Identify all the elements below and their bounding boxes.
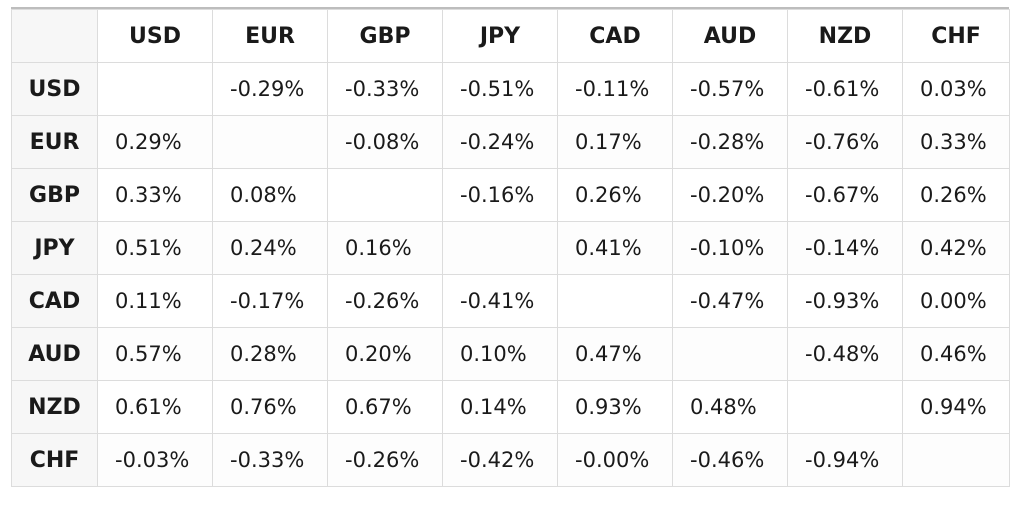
table-cell: -0.26%: [327, 433, 443, 487]
row-header: CHF: [11, 433, 98, 487]
table-cell: 0.14%: [442, 380, 558, 434]
column-header: NZD: [787, 9, 903, 63]
column-header: GBP: [327, 9, 443, 63]
table-cell: -0.67%: [787, 168, 903, 222]
table-row: EUR 0.29% -0.08% -0.24% 0.17% -0.28% -0.…: [11, 115, 1010, 169]
table-cell: -0.16%: [442, 168, 558, 222]
table-cell: -0.41%: [442, 274, 558, 328]
table-cell: -0.10%: [672, 221, 788, 275]
currency-change-table: USD EUR GBP JPY CAD AUD NZD CHF USD -0.2…: [11, 9, 1010, 487]
column-header: JPY: [442, 9, 558, 63]
table-cell: 0.28%: [212, 327, 328, 381]
table-cell: 0.29%: [97, 115, 213, 169]
table-cell: -0.28%: [672, 115, 788, 169]
table-row: GBP 0.33% 0.08% -0.16% 0.26% -0.20% -0.6…: [11, 168, 1010, 222]
table-cell: 0.26%: [557, 168, 673, 222]
table-cell: -0.46%: [672, 433, 788, 487]
table-cell: 0.48%: [672, 380, 788, 434]
table-cell: -0.20%: [672, 168, 788, 222]
table-cell: -0.14%: [787, 221, 903, 275]
table-cell: 0.20%: [327, 327, 443, 381]
row-header: EUR: [11, 115, 98, 169]
table-cell: -0.33%: [212, 433, 328, 487]
table-cell: 0.16%: [327, 221, 443, 275]
table-cell: -0.29%: [212, 62, 328, 116]
table-cell: 0.17%: [557, 115, 673, 169]
table-cell: 0.94%: [902, 380, 1010, 434]
table-cell: 0.00%: [902, 274, 1010, 328]
table-cell: 0.08%: [212, 168, 328, 222]
table-cell: 0.93%: [557, 380, 673, 434]
table-cell: 0.03%: [902, 62, 1010, 116]
table-cell: -0.03%: [97, 433, 213, 487]
column-header: CAD: [557, 9, 673, 63]
table-cell: -0.26%: [327, 274, 443, 328]
table-cell: [97, 62, 213, 116]
column-header: EUR: [212, 9, 328, 63]
table-cell: 0.47%: [557, 327, 673, 381]
row-header: AUD: [11, 327, 98, 381]
table-cell: 0.61%: [97, 380, 213, 434]
table-cell: [212, 115, 328, 169]
table-cell: -0.47%: [672, 274, 788, 328]
table-cell: [442, 221, 558, 275]
table-cell: 0.46%: [902, 327, 1010, 381]
table-cell: -0.08%: [327, 115, 443, 169]
table-row: CAD 0.11% -0.17% -0.26% -0.41% -0.47% -0…: [11, 274, 1010, 328]
table-cell: [787, 380, 903, 434]
table-row: JPY 0.51% 0.24% 0.16% 0.41% -0.10% -0.14…: [11, 221, 1010, 275]
header-row: USD EUR GBP JPY CAD AUD NZD CHF: [11, 9, 1010, 63]
table-cell: -0.93%: [787, 274, 903, 328]
currency-change-table-container: USD EUR GBP JPY CAD AUD NZD CHF USD -0.2…: [11, 7, 1010, 487]
table-cell: 0.24%: [212, 221, 328, 275]
table-cell: -0.24%: [442, 115, 558, 169]
table-row: AUD 0.57% 0.28% 0.20% 0.10% 0.47% -0.48%…: [11, 327, 1010, 381]
table-cell: [327, 168, 443, 222]
table-cell: -0.33%: [327, 62, 443, 116]
table-cell: [672, 327, 788, 381]
table-cell: 0.67%: [327, 380, 443, 434]
column-header: CHF: [902, 9, 1010, 63]
table-cell: 0.33%: [97, 168, 213, 222]
table-cell: -0.76%: [787, 115, 903, 169]
table-row: NZD 0.61% 0.76% 0.67% 0.14% 0.93% 0.48% …: [11, 380, 1010, 434]
table-cell: 0.11%: [97, 274, 213, 328]
table-cell: -0.57%: [672, 62, 788, 116]
column-header: AUD: [672, 9, 788, 63]
table-cell: 0.76%: [212, 380, 328, 434]
table-cell: -0.94%: [787, 433, 903, 487]
table-cell: -0.11%: [557, 62, 673, 116]
table-cell: 0.26%: [902, 168, 1010, 222]
table-cell: -0.17%: [212, 274, 328, 328]
column-header: USD: [97, 9, 213, 63]
table-row: CHF -0.03% -0.33% -0.26% -0.42% -0.00% -…: [11, 433, 1010, 487]
row-header: CAD: [11, 274, 98, 328]
table-row: USD -0.29% -0.33% -0.51% -0.11% -0.57% -…: [11, 62, 1010, 116]
corner-cell: [11, 9, 98, 63]
table-cell: -0.42%: [442, 433, 558, 487]
table-cell: -0.00%: [557, 433, 673, 487]
table-cell: 0.33%: [902, 115, 1010, 169]
row-header: JPY: [11, 221, 98, 275]
table-cell: 0.42%: [902, 221, 1010, 275]
table-cell: -0.48%: [787, 327, 903, 381]
table-cell: 0.41%: [557, 221, 673, 275]
row-header: GBP: [11, 168, 98, 222]
table-cell: [902, 433, 1010, 487]
table-cell: 0.57%: [97, 327, 213, 381]
row-header: NZD: [11, 380, 98, 434]
table-cell: 0.10%: [442, 327, 558, 381]
table-cell: 0.51%: [97, 221, 213, 275]
row-header: USD: [11, 62, 98, 116]
table-cell: [557, 274, 673, 328]
table-cell: -0.61%: [787, 62, 903, 116]
table-cell: -0.51%: [442, 62, 558, 116]
